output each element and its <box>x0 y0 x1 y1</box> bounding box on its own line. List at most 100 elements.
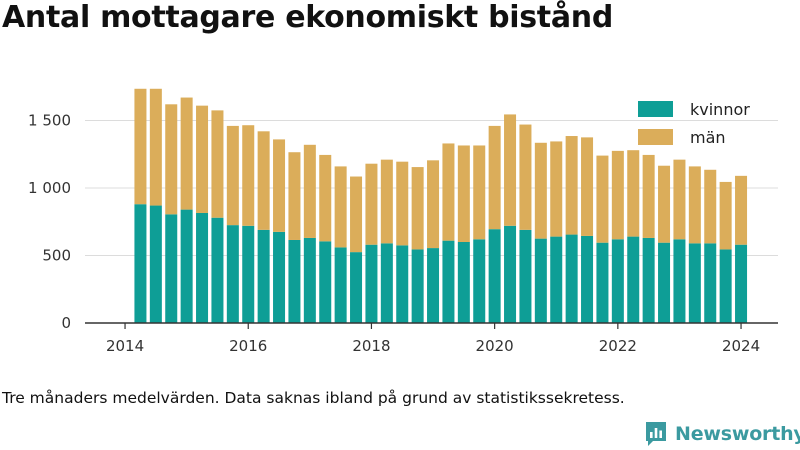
legend-swatch-män <box>638 129 673 145</box>
bar-män <box>196 105 209 213</box>
bar-män <box>165 104 178 215</box>
bar-män <box>519 124 532 230</box>
bar-kvinnor <box>627 236 640 323</box>
bar-kvinnor <box>180 209 193 323</box>
x-tick-label: 2022 <box>599 337 637 355</box>
bar-män <box>427 160 440 249</box>
brand-logo: Newsworthy <box>644 419 800 449</box>
bar-kvinnor <box>365 244 378 323</box>
bar-män <box>735 175 748 245</box>
bar-kvinnor <box>196 212 209 323</box>
bar-kvinnor <box>396 245 409 323</box>
newsworthy-logo-icon <box>646 422 666 446</box>
bar-män <box>457 145 470 242</box>
x-tick-label: 2016 <box>229 337 267 355</box>
bar-kvinnor <box>642 237 655 323</box>
bar-män <box>611 150 624 240</box>
chart-title: Antal mottagare ekonomiskt bistånd <box>2 0 614 35</box>
legend: kvinnor män <box>638 100 750 147</box>
bar-kvinnor <box>319 241 332 323</box>
bar-män <box>334 166 347 248</box>
bar-kvinnor <box>534 238 547 323</box>
axes: 0 500 1 000 1 500 2014 2016 2018 2020 2022 2024 <box>28 112 778 355</box>
legend-label-män: män <box>690 128 726 147</box>
bar-män <box>719 181 732 250</box>
stacked-bar-chart: 0 500 1 000 1 500 2014 2016 2018 2020 2022 2024 k… <box>28 88 778 355</box>
bar-kvinnor <box>673 239 686 323</box>
bar-kvinnor <box>442 240 455 323</box>
bar-män <box>627 150 640 237</box>
bar-kvinnor <box>519 229 532 323</box>
bar-kvinnor <box>257 229 270 323</box>
bar-män <box>273 139 286 232</box>
bar-kvinnor <box>149 205 162 323</box>
bar-kvinnor <box>165 214 178 323</box>
y-tick-label: 0 <box>61 314 71 332</box>
bar-män <box>303 144 316 238</box>
bar-män <box>411 167 424 250</box>
bar-män <box>658 165 671 243</box>
bar-män <box>534 142 547 239</box>
bar-kvinnor <box>550 236 563 323</box>
bar-kvinnor <box>688 243 701 323</box>
bar-män <box>642 154 655 238</box>
x-tick-label: 2024 <box>722 337 760 355</box>
bar-män <box>211 110 224 218</box>
bar-kvinnor <box>565 234 578 323</box>
bar-män <box>319 154 332 242</box>
bar-kvinnor <box>242 225 255 323</box>
bar-män <box>288 152 301 240</box>
bar-kvinnor <box>457 242 470 323</box>
y-tick-label: 1 500 <box>28 112 71 130</box>
legend-swatch-kvinnor <box>638 101 673 117</box>
bar-kvinnor <box>350 252 363 323</box>
bars <box>134 88 748 323</box>
bar-kvinnor <box>596 242 609 323</box>
bar-kvinnor <box>303 237 316 323</box>
legend-label-kvinnor: kvinnor <box>690 100 750 119</box>
footnote: Tre månaders medelvärden. Data saknas ib… <box>2 389 625 407</box>
bar-män <box>180 97 193 210</box>
x-tick-label: 2018 <box>352 337 390 355</box>
bar-män <box>257 131 270 230</box>
bar-kvinnor <box>658 242 671 323</box>
bar-män <box>473 145 486 240</box>
bar-kvinnor <box>134 204 147 323</box>
bar-män <box>596 155 609 243</box>
bar-kvinnor <box>488 229 501 323</box>
bar-kvinnor <box>704 243 717 323</box>
bar-män <box>226 125 239 226</box>
bar-män <box>550 141 563 237</box>
bar-män <box>134 88 147 205</box>
bar-kvinnor <box>380 243 393 323</box>
bar-kvinnor <box>211 217 224 323</box>
bar-män <box>488 125 501 230</box>
bar-kvinnor <box>226 225 239 323</box>
bar-kvinnor <box>288 239 301 323</box>
bar-män <box>149 88 162 206</box>
bar-kvinnor <box>427 248 440 323</box>
bar-män <box>442 143 455 241</box>
x-tick-label: 2020 <box>476 337 514 355</box>
bar-kvinnor <box>411 249 424 323</box>
bar-män <box>380 159 393 244</box>
y-tick-label: 500 <box>42 247 71 265</box>
bar-män <box>350 176 363 253</box>
bar-män <box>504 114 517 226</box>
bar-män <box>565 136 578 235</box>
bar-män <box>242 125 255 226</box>
bar-kvinnor <box>611 239 624 323</box>
bar-kvinnor <box>504 225 517 323</box>
bar-kvinnor <box>473 239 486 323</box>
brand-name: Newsworthy <box>675 423 800 445</box>
bar-män <box>704 169 717 244</box>
bar-män <box>396 161 409 246</box>
bar-kvinnor <box>719 249 732 323</box>
bar-kvinnor <box>273 231 286 323</box>
bar-kvinnor <box>334 247 347 323</box>
bar-kvinnor <box>581 235 594 323</box>
y-tick-label: 1 000 <box>28 179 71 197</box>
bar-män <box>365 163 378 245</box>
bar-män <box>581 137 594 236</box>
bar-män <box>673 159 686 240</box>
